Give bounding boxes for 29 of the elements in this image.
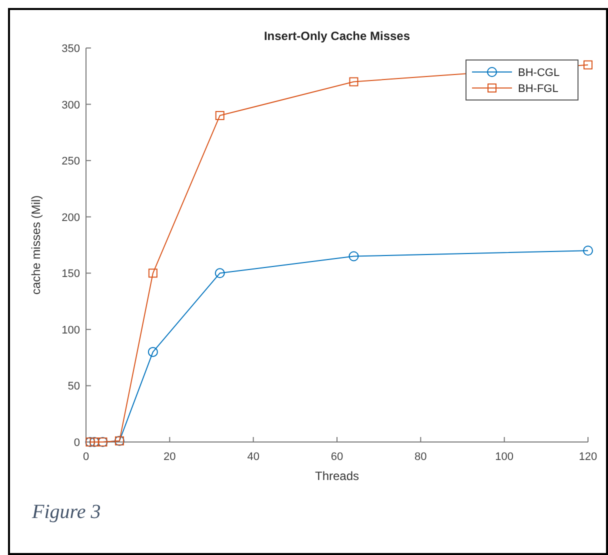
x-tick-label: 0 bbox=[82, 451, 90, 463]
point bbox=[349, 77, 358, 86]
x-tick-label: 100 bbox=[495, 451, 514, 463]
point bbox=[348, 251, 359, 262]
y-tick-label: 100 bbox=[62, 324, 80, 336]
x-tick-label: 80 bbox=[414, 451, 427, 463]
y-tick-label: 50 bbox=[68, 380, 80, 393]
x-tick-label: 40 bbox=[247, 451, 260, 463]
x-tick-label: 120 bbox=[578, 451, 598, 463]
point bbox=[584, 60, 592, 70]
x-tick-label: 60 bbox=[330, 451, 344, 463]
y-tick-label: 200 bbox=[62, 212, 80, 224]
chart-title: Insert-Only Cache Misses bbox=[264, 29, 410, 43]
y-tick-label: 300 bbox=[62, 99, 80, 112]
point bbox=[148, 268, 158, 278]
y-tick-label: 0 bbox=[74, 437, 80, 449]
point bbox=[215, 111, 224, 120]
x-tick-label: 20 bbox=[164, 451, 176, 463]
y-tick-label: 350 bbox=[62, 43, 80, 55]
point bbox=[214, 268, 225, 278]
point bbox=[583, 246, 593, 256]
y-tick-label: 150 bbox=[62, 268, 80, 280]
point bbox=[148, 346, 158, 357]
x-axis-title: Threads bbox=[314, 469, 360, 483]
y-tick-label: 250 bbox=[62, 156, 80, 168]
caption: Figure 3 bbox=[31, 501, 101, 523]
legend-label: BH-FGL bbox=[518, 83, 558, 95]
legend-label: BH-CGL bbox=[518, 67, 560, 79]
y-axis-title: cache misses (Mil) bbox=[29, 195, 43, 295]
